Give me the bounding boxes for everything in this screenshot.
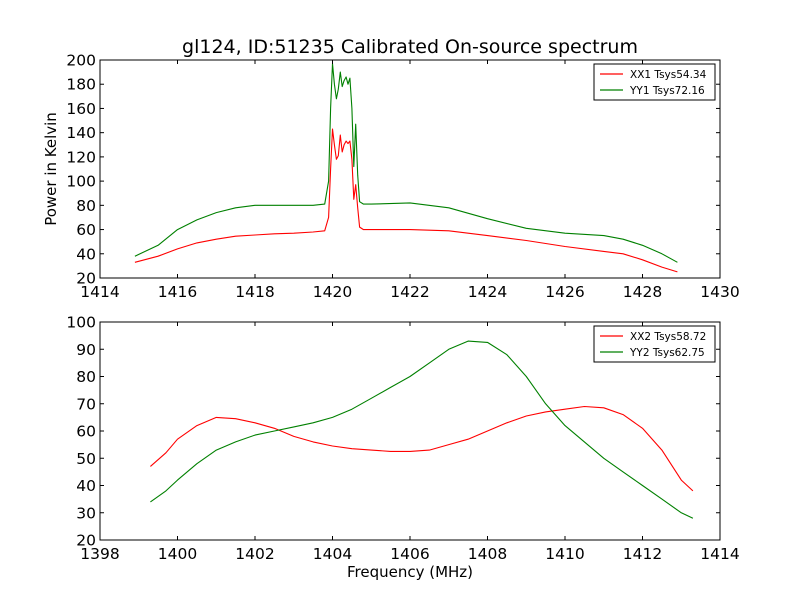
y-tick-label: 20 <box>76 532 96 550</box>
x-tick-label: 1402 <box>235 545 274 563</box>
x-tick-label: 1400 <box>158 545 197 563</box>
series-line-2 <box>150 340 694 519</box>
x-tick-label: 1418 <box>235 283 274 301</box>
y-tick-label: 140 <box>66 124 96 142</box>
series-line-2 <box>134 63 678 263</box>
x-tick-label: 1406 <box>390 545 429 563</box>
x-tick-label: 1416 <box>158 283 197 301</box>
x-tick-label: 1404 <box>313 545 352 563</box>
figure-title: gl124, ID:51235 Calibrated On-source spe… <box>182 36 638 58</box>
x-tick-label: 1430 <box>700 283 739 301</box>
legend-label-1: XX1 Tsys54.34 <box>630 69 707 81</box>
y-tick-label: 80 <box>76 368 96 386</box>
y-tick-label: 20 <box>76 270 96 288</box>
x-tick-label: 1414 <box>80 283 119 301</box>
x-tick-label: 1408 <box>468 545 507 563</box>
legend: XX1 Tsys54.34 YY1 Tsys72.16 <box>593 63 716 101</box>
y-tick-label: 60 <box>76 221 96 239</box>
legend-box <box>593 325 716 363</box>
x-tick-label: 1398 <box>80 545 119 563</box>
x-tick-label: 1428 <box>623 283 662 301</box>
y-tick-label: 60 <box>76 423 96 441</box>
legend-box <box>593 63 716 101</box>
y-tick-label: 100 <box>66 173 96 191</box>
x-tick-label: 1420 <box>313 283 352 301</box>
x-tick-label: 1426 <box>545 283 584 301</box>
legend-label-2: YY1 Tsys72.16 <box>629 85 705 97</box>
series-line-1 <box>134 128 678 273</box>
y-tick-label: 160 <box>66 100 96 118</box>
series-line-1 <box>150 405 694 492</box>
y-tick-label: 40 <box>76 477 96 495</box>
x-axis-label: Frequency (MHz) <box>347 563 473 581</box>
y-tick-label: 200 <box>66 52 96 70</box>
y-tick-label: 100 <box>66 314 96 332</box>
x-tick-label: 1412 <box>623 545 662 563</box>
y-tick-label: 40 <box>76 245 96 263</box>
y-axis-label: Power in Kelvin <box>42 112 60 226</box>
y-tick-label: 90 <box>76 341 96 359</box>
bottom-spectrum-chart: 1398 1400 1402 1404 1406 1408 1410 1412 1414 20 30… <box>66 314 739 564</box>
legend: XX2 Tsys58.72 YY2 Tsys62.75 <box>593 325 716 363</box>
x-tick-label: 1410 <box>545 545 584 563</box>
y-tick-label: 80 <box>76 197 96 215</box>
y-tick-label: 70 <box>76 395 96 413</box>
y-tick-label: 50 <box>76 450 96 468</box>
y-tick-label: 30 <box>76 504 96 522</box>
x-tick-label: 1424 <box>468 283 507 301</box>
legend-label-1: XX2 Tsys58.72 <box>630 331 706 343</box>
top-spectrum-chart: 1414 1416 1418 1420 1422 1424 1426 1428 1430 20 40… <box>66 52 739 302</box>
x-tick-label: 1414 <box>700 545 739 563</box>
y-tick-label: 120 <box>66 148 96 166</box>
legend-label-2: YY2 Tsys62.75 <box>629 347 705 359</box>
x-tick-label: 1422 <box>390 283 429 301</box>
y-tick-label: 180 <box>66 76 96 94</box>
